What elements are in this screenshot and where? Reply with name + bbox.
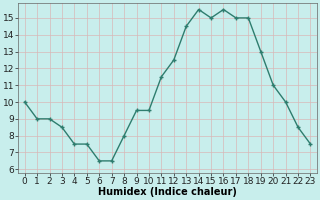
X-axis label: Humidex (Indice chaleur): Humidex (Indice chaleur) <box>98 187 237 197</box>
